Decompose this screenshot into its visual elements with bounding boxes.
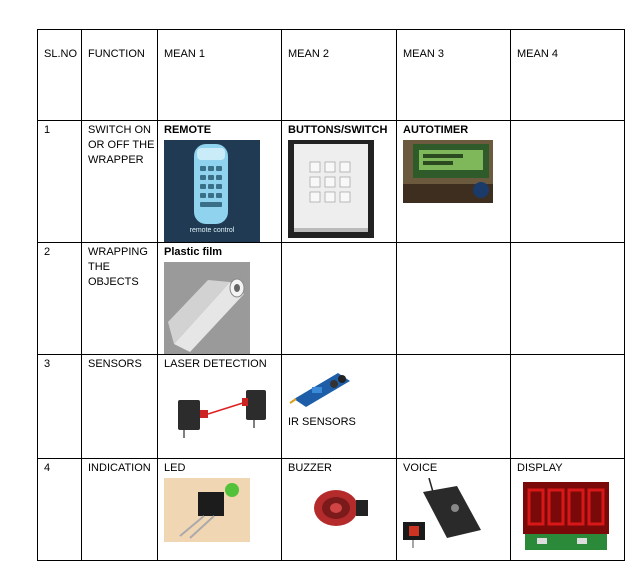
mean-cell: AUTOTIMER bbox=[396, 120, 511, 243]
table-row: 2 WRAPPING THE OBJECTS Plastic film bbox=[37, 242, 625, 355]
row-function: SWITCH ON OR OFF THE WRAPPER bbox=[81, 120, 158, 243]
row-function: INDICATION bbox=[81, 458, 158, 561]
voice-module-image bbox=[403, 478, 481, 548]
mean-cell-empty bbox=[510, 242, 625, 355]
laser-sensor-image bbox=[178, 390, 266, 438]
mean-label: IR SENSORS bbox=[288, 416, 356, 428]
mean-label: DISPLAY bbox=[517, 462, 563, 474]
row-number: 2 bbox=[37, 242, 82, 355]
header-mean-1: MEAN 1 bbox=[157, 29, 282, 121]
mean-cell: Plastic film bbox=[157, 242, 282, 355]
mean-label: LASER DETECTION bbox=[164, 358, 267, 370]
mean-cell: BUZZER bbox=[281, 458, 397, 561]
mean-cell: IR SENSORS bbox=[281, 354, 397, 459]
header-slno: SL.NO bbox=[37, 29, 82, 121]
ir-sensor-module-image bbox=[289, 373, 350, 407]
header-mean-2: MEAN 2 bbox=[281, 29, 397, 121]
header-mean-3: MEAN 3 bbox=[396, 29, 511, 121]
table-row: 4 INDICATION LED BUZZER VOICE bbox=[37, 458, 625, 561]
lcd-timer-image bbox=[403, 140, 493, 203]
mean-cell: REMOTE remote control bbox=[157, 120, 282, 243]
seven-segment-display-image bbox=[523, 482, 609, 550]
mean-cell: BUTTONS/SWITCH bbox=[281, 120, 397, 243]
mean-cell-empty bbox=[396, 354, 511, 459]
row-number: 4 bbox=[37, 458, 82, 561]
led-image bbox=[164, 478, 250, 542]
mean-cell: LASER DETECTION bbox=[157, 354, 282, 459]
row-function: SENSORS bbox=[81, 354, 158, 459]
header-mean-4: MEAN 4 bbox=[510, 29, 625, 121]
mean-label: BUZZER bbox=[288, 462, 332, 474]
buzzer-image bbox=[314, 490, 368, 526]
function-means-table: SL.NO FUNCTION MEAN 1 MEAN 2 MEAN 3 MEAN… bbox=[37, 29, 625, 561]
plastic-film-roll-image bbox=[164, 262, 250, 354]
keypad-switch-image bbox=[288, 140, 374, 238]
mean-label: AUTOTIMER bbox=[403, 124, 469, 136]
remote-overlay-text: remote control bbox=[190, 227, 235, 234]
remote-control-image: remote control bbox=[164, 140, 260, 242]
mean-cell: DISPLAY bbox=[510, 458, 625, 561]
mean-cell-empty bbox=[281, 242, 397, 355]
row-function: WRAPPING THE OBJECTS bbox=[81, 242, 158, 355]
mean-label: VOICE bbox=[403, 462, 438, 474]
mean-label: BUTTONS/SWITCH bbox=[288, 124, 388, 136]
mean-label: Plastic film bbox=[164, 246, 223, 258]
header-row: SL.NO FUNCTION MEAN 1 MEAN 2 MEAN 3 MEAN… bbox=[37, 29, 625, 121]
mean-label: REMOTE bbox=[164, 124, 212, 136]
mean-cell-empty bbox=[510, 354, 625, 459]
table-row: 3 SENSORS LASER DETECTION IR SENS bbox=[37, 354, 625, 459]
mean-cell: LED bbox=[157, 458, 282, 561]
row-number: 3 bbox=[37, 354, 82, 459]
mean-cell: VOICE bbox=[396, 458, 511, 561]
mean-cell-empty bbox=[396, 242, 511, 355]
mean-cell-empty bbox=[510, 120, 625, 243]
row-number: 1 bbox=[37, 120, 82, 243]
table-row: 1 SWITCH ON OR OFF THE WRAPPER REMOTE re… bbox=[37, 120, 625, 243]
mean-label: LED bbox=[164, 462, 186, 474]
header-function: FUNCTION bbox=[81, 29, 158, 121]
